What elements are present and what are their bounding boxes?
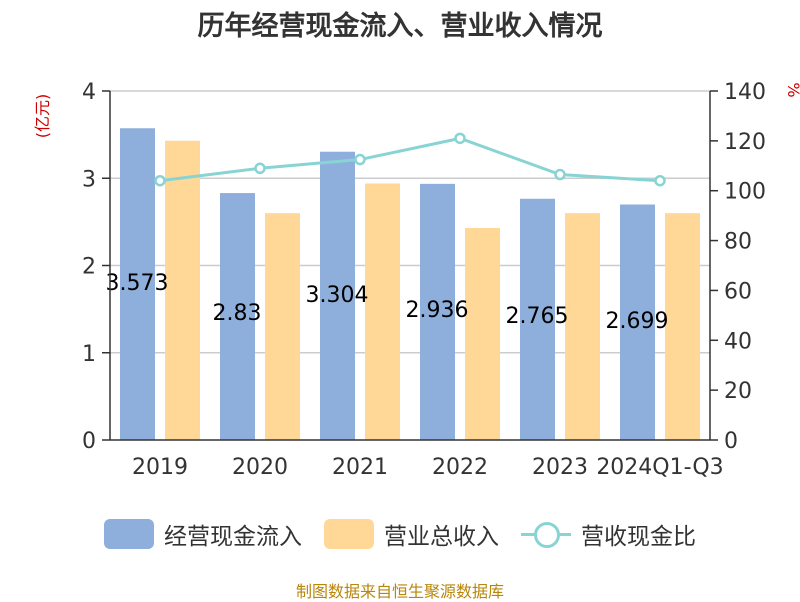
bar-revenue — [465, 227, 500, 440]
point-cash-ratio — [654, 174, 666, 187]
x-tick-label: 2024Q1-Q3 — [596, 455, 723, 480]
y-right-tick-label: 140 — [724, 80, 766, 105]
data-label: 2.765 — [506, 304, 569, 329]
y-left-tick-label: 3 — [82, 167, 96, 192]
y-left-axis-label: (亿元) — [33, 94, 52, 139]
data-label: 2.83 — [213, 301, 262, 326]
bar-cash-inflow — [520, 198, 555, 440]
x-tick-label: 2020 — [232, 455, 288, 480]
bar-revenue — [365, 183, 400, 441]
x-tick-label: 2022 — [432, 455, 488, 480]
y-right-tick-label: 80 — [724, 230, 752, 255]
y-right-tick-label: 60 — [724, 279, 752, 304]
legend-swatch-cash-inflow — [104, 519, 154, 549]
legend-label-cash-ratio: 营收现金比 — [581, 524, 696, 550]
bar-cash-inflow — [120, 128, 155, 441]
bar-revenue — [665, 213, 700, 440]
bar-revenue — [265, 213, 300, 440]
bar-cash-inflow — [620, 204, 655, 440]
bar-cash-inflow — [420, 183, 455, 441]
x-tick-label: 2021 — [332, 455, 388, 480]
bar-cash-inflow — [220, 193, 255, 440]
data-label: 2.699 — [606, 309, 669, 334]
y-right-tick-label: 20 — [724, 379, 752, 404]
legend-label-cash-inflow: 经营现金流入 — [164, 524, 302, 550]
point-cash-ratio — [554, 168, 566, 181]
bar-revenue — [565, 213, 600, 440]
legend-label-revenue: 营业总收入 — [384, 524, 499, 550]
chart-title: 历年经营现金流入、营业收入情况 — [197, 11, 603, 42]
data-label: 3.304 — [306, 283, 369, 308]
x-tick-label: 2019 — [132, 455, 188, 480]
y-left-tick-label: 0 — [82, 429, 96, 454]
y-right-axis-label: % — [784, 82, 800, 97]
legend-item-cash-inflow[interactable]: 经营现金流入 — [104, 517, 302, 551]
legend-swatch-cash-ratio — [521, 519, 571, 549]
y-right-tick-label: 100 — [724, 180, 766, 205]
y-left-tick-label: 1 — [82, 342, 96, 367]
y-right-tick-label: 40 — [724, 329, 752, 354]
y-left-tick-label: 2 — [82, 255, 96, 280]
data-source-note: 制图数据来自恒生聚源数据库 — [295, 582, 504, 601]
y-right-tick-label: 0 — [724, 429, 738, 454]
legend-swatch-revenue — [324, 519, 374, 549]
bar-revenue — [165, 140, 200, 441]
point-cash-ratio — [454, 132, 466, 145]
point-cash-ratio — [254, 162, 266, 175]
x-tick-label: 2023 — [532, 455, 588, 480]
data-label: 3.573 — [106, 271, 169, 296]
data-label: 2.936 — [406, 298, 469, 323]
y-right-tick-label: 120 — [724, 130, 766, 155]
legend-item-cash-ratio[interactable]: 营收现金比 — [521, 517, 696, 551]
bar-cash-inflow — [320, 151, 355, 440]
legend-item-revenue[interactable]: 营业总收入 — [324, 517, 499, 551]
y-left-tick-label: 4 — [82, 80, 96, 105]
chart-legend: 经营现金流入 营业总收入 营收现金比 — [0, 514, 800, 554]
line-cash-ratio — [159, 136, 661, 183]
point-cash-ratio — [154, 174, 166, 187]
point-cash-ratio — [354, 153, 366, 166]
